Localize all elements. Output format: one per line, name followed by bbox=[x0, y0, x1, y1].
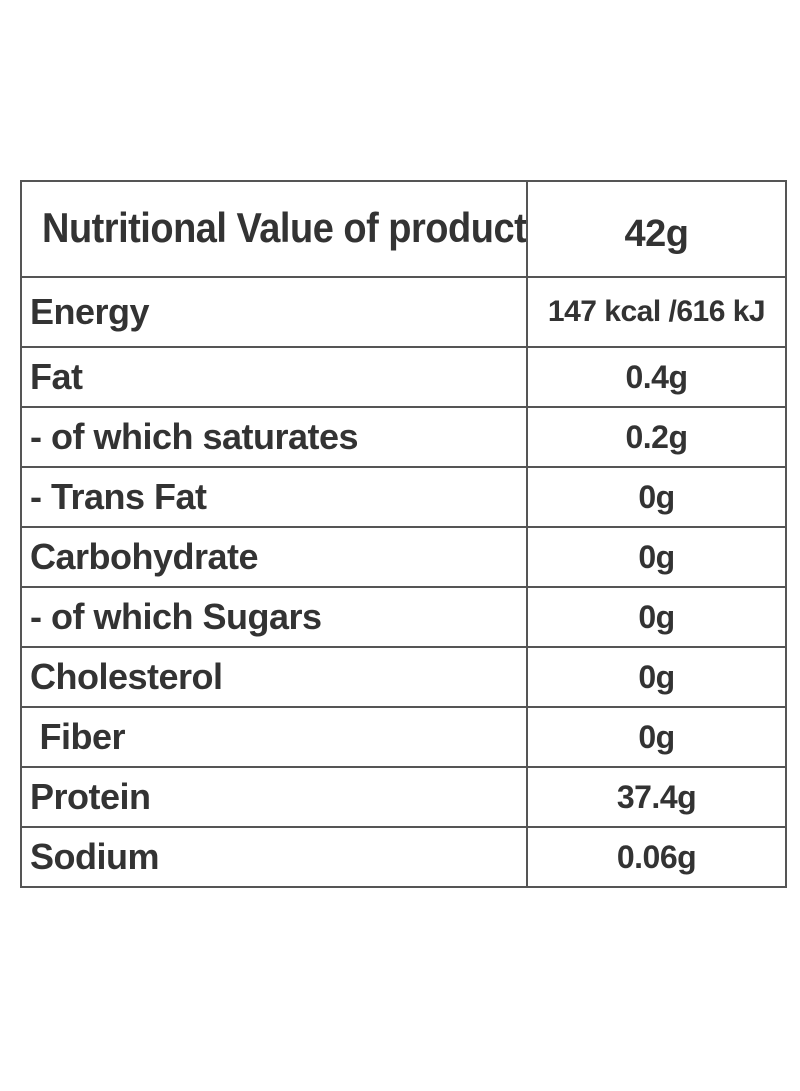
row-value: 0g bbox=[638, 658, 675, 695]
row-value: 0g bbox=[638, 718, 675, 755]
row-label: - of which saturates bbox=[30, 416, 359, 457]
row-value-cell: 0g bbox=[526, 586, 787, 648]
row-label: Cholesterol bbox=[30, 656, 223, 697]
row-value-cell: 0g bbox=[526, 526, 787, 588]
row-label-cell: Cholesterol bbox=[20, 646, 528, 708]
row-label-cell: Fiber bbox=[20, 706, 528, 768]
row-value-cell: 0g bbox=[526, 646, 787, 708]
row-label-cell: Fat bbox=[20, 346, 528, 408]
table-row-saturates: - of which saturates 0.2g bbox=[20, 406, 787, 468]
row-value-cell: 0.06g bbox=[526, 826, 787, 888]
header-value: 42g bbox=[624, 212, 689, 255]
row-label: Sodium bbox=[30, 836, 160, 877]
table-row-energy: Energy 147 kcal /616 kJ bbox=[20, 276, 787, 348]
row-label-cell: Protein bbox=[20, 766, 528, 828]
row-label: Fiber bbox=[30, 716, 126, 757]
table-row-trans-fat: - Trans Fat 0g bbox=[20, 466, 787, 528]
table-row-carbohydrate: Carbohydrate 0g bbox=[20, 526, 787, 588]
row-label-cell: - of which saturates bbox=[20, 406, 528, 468]
row-label: Energy bbox=[30, 291, 150, 332]
table-row-fiber: Fiber 0g bbox=[20, 706, 787, 768]
row-value: 0.4g bbox=[625, 358, 688, 395]
table-row-cholesterol: Cholesterol 0g bbox=[20, 646, 787, 708]
row-value-cell: 0g bbox=[526, 466, 787, 528]
row-label-cell: Sodium bbox=[20, 826, 528, 888]
table-row-protein: Protein 37.4g bbox=[20, 766, 787, 828]
table-header-row: Nutritional Value of product 42g bbox=[20, 180, 787, 278]
row-label-cell: - of which Sugars bbox=[20, 586, 528, 648]
row-value-cell: 0g bbox=[526, 706, 787, 768]
row-value-cell: 147 kcal /616 kJ bbox=[526, 276, 787, 348]
row-label: Protein bbox=[30, 776, 151, 817]
row-value: 37.4g bbox=[616, 778, 697, 815]
header-label: Nutritional Value of product bbox=[42, 205, 527, 252]
table-row-fat: Fat 0.4g bbox=[20, 346, 787, 408]
row-value-cell: 0.2g bbox=[526, 406, 787, 468]
row-value: 0g bbox=[638, 478, 675, 515]
row-label: Carbohydrate bbox=[30, 536, 259, 577]
table-row-sodium: Sodium 0.06g bbox=[20, 826, 787, 888]
row-value-cell: 0.4g bbox=[526, 346, 787, 408]
row-value: 0g bbox=[638, 598, 675, 635]
row-label-cell: Energy bbox=[20, 276, 528, 348]
row-label-cell: - Trans Fat bbox=[20, 466, 528, 528]
row-value-cell: 37.4g bbox=[526, 766, 787, 828]
row-label: - of which Sugars bbox=[30, 596, 322, 637]
table-row-sugars: - of which Sugars 0g bbox=[20, 586, 787, 648]
row-value: 0.06g bbox=[616, 838, 697, 875]
row-label: - Trans Fat bbox=[30, 476, 207, 517]
row-label: Fat bbox=[30, 356, 83, 397]
row-label-cell: Carbohydrate bbox=[20, 526, 528, 588]
header-value-cell: 42g bbox=[526, 180, 787, 278]
row-value: 0g bbox=[638, 538, 675, 575]
row-value: 147 kcal /616 kJ bbox=[547, 295, 766, 328]
nutrition-table: Nutritional Value of product 42g Energy … bbox=[20, 180, 787, 888]
row-value: 0.2g bbox=[625, 418, 688, 455]
header-label-cell: Nutritional Value of product bbox=[20, 180, 528, 278]
